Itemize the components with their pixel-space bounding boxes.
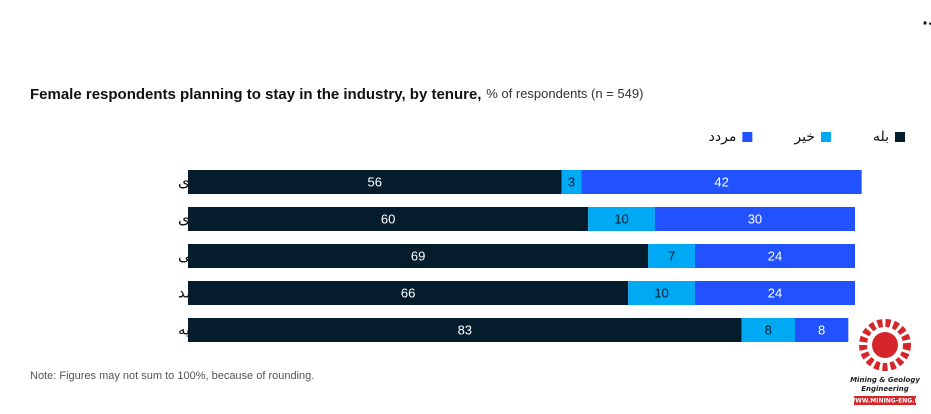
legend-label: مردد <box>709 129 737 145</box>
value-label: 10 <box>614 211 628 226</box>
value-label: 8 <box>765 322 772 337</box>
chart-subtitle: Female respondents planning to stay in t… <box>30 86 643 104</box>
value-label: 83 <box>458 322 472 337</box>
logo-url: WWW.MINING-ENG.IR <box>849 398 922 405</box>
chart-title: شکل ۴- به نظر می‌رسد که زنان کارمند رسمی… <box>922 10 931 29</box>
logo-text: Engineering <box>861 385 909 393</box>
value-label: 8 <box>818 322 825 337</box>
bar-segment <box>741 318 795 342</box>
legend-label: خیر <box>793 129 815 145</box>
legend-swatch <box>820 132 831 142</box>
logo: Mining & Geology Engineering WWW.MINING-… <box>849 319 922 405</box>
value-label: 3 <box>568 174 575 189</box>
value-label: 56 <box>368 174 382 189</box>
bar-segment <box>581 170 862 194</box>
value-label: 30 <box>748 211 762 226</box>
bar-segment <box>188 281 629 305</box>
bar-segment <box>188 318 742 342</box>
subtitle-unit: % of respondents (n = 549) <box>486 86 643 101</box>
legend-swatch <box>742 132 753 142</box>
bar-segment <box>694 281 855 305</box>
logo-core <box>872 332 898 358</box>
bar-segment <box>588 207 655 231</box>
bar-segment <box>561 170 582 194</box>
bar-segment <box>188 244 649 268</box>
logo-text: Mining & Geology <box>850 376 920 384</box>
value-label: 69 <box>411 248 425 263</box>
value-label: 24 <box>768 285 782 300</box>
bar-segment <box>188 170 562 194</box>
note: Note: Figures may not sum to 100%, becau… <box>30 370 314 382</box>
legend-label: بله <box>873 129 889 145</box>
value-label: 60 <box>381 211 395 226</box>
value-label: 7 <box>668 248 675 263</box>
value-label: 66 <box>401 285 415 300</box>
legend-swatch <box>895 132 905 142</box>
bar-segment <box>794 318 849 342</box>
bar-segment <box>188 207 589 231</box>
value-label: 42 <box>714 174 728 189</box>
bar-segment <box>628 281 695 305</box>
bar-segment <box>654 207 855 231</box>
bar-segment <box>694 244 855 268</box>
value-label: 10 <box>654 285 668 300</box>
logo-band <box>854 396 916 405</box>
subtitle-bold: Female respondents planning to stay in t… <box>30 86 481 103</box>
bar-segment <box>648 244 695 268</box>
logo-gear <box>859 319 911 371</box>
value-label: 24 <box>768 248 782 263</box>
